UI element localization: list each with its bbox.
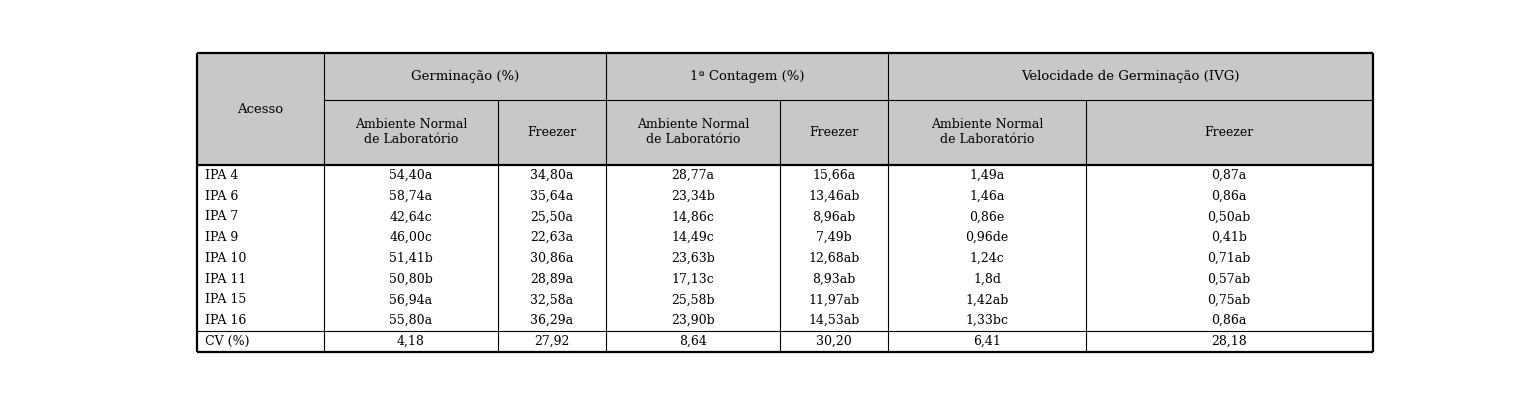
Text: 7,49b: 7,49b <box>816 231 852 244</box>
Text: 36,29a: 36,29a <box>531 314 573 327</box>
Text: 23,34b: 23,34b <box>671 190 716 202</box>
Text: 1,33bc: 1,33bc <box>965 314 1009 327</box>
Text: 54,40a: 54,40a <box>390 169 433 182</box>
Text: 6,41: 6,41 <box>972 335 1001 348</box>
Text: 13,46ab: 13,46ab <box>809 190 859 202</box>
Text: IPA 7: IPA 7 <box>205 210 239 223</box>
Text: 0,86a: 0,86a <box>1211 314 1246 327</box>
Text: 28,89a: 28,89a <box>531 273 573 286</box>
Text: 8,64: 8,64 <box>679 335 706 348</box>
Text: 28,77a: 28,77a <box>671 169 714 182</box>
Text: 23,63b: 23,63b <box>671 252 716 265</box>
Text: IPA 9: IPA 9 <box>205 231 239 244</box>
Text: 4,18: 4,18 <box>398 335 425 348</box>
Text: 8,96ab: 8,96ab <box>812 210 856 223</box>
Text: Velocidade de Germinação (IVG): Velocidade de Germinação (IVG) <box>1021 70 1240 83</box>
Text: 55,80a: 55,80a <box>390 314 433 327</box>
Text: 12,68ab: 12,68ab <box>809 252 859 265</box>
Text: 42,64c: 42,64c <box>390 210 433 223</box>
Text: 34,80a: 34,80a <box>531 169 573 182</box>
Text: 1,46a: 1,46a <box>969 190 1005 202</box>
Text: IPA 4: IPA 4 <box>205 169 239 182</box>
Text: 46,00c: 46,00c <box>390 231 433 244</box>
Text: 32,58a: 32,58a <box>531 293 573 307</box>
Text: 17,13c: 17,13c <box>671 273 714 286</box>
Text: IPA 10: IPA 10 <box>205 252 246 265</box>
Text: 0,71ab: 0,71ab <box>1208 252 1251 265</box>
Text: 23,90b: 23,90b <box>671 314 716 327</box>
Text: 28,18: 28,18 <box>1211 335 1248 348</box>
Text: 30,86a: 30,86a <box>531 252 573 265</box>
Bar <box>197 53 1373 165</box>
Text: 0,41b: 0,41b <box>1211 231 1248 244</box>
Text: 58,74a: 58,74a <box>390 190 433 202</box>
Text: 35,64a: 35,64a <box>531 190 573 202</box>
Text: 14,53ab: 14,53ab <box>809 314 859 327</box>
Text: 0,86e: 0,86e <box>969 210 1005 223</box>
Text: Acesso: Acesso <box>237 102 283 115</box>
Text: 0,50ab: 0,50ab <box>1208 210 1251 223</box>
Text: 8,93ab: 8,93ab <box>812 273 856 286</box>
Text: IPA 16: IPA 16 <box>205 314 246 327</box>
Text: 1ª Contagem (%): 1ª Contagem (%) <box>690 70 804 83</box>
Text: 51,41b: 51,41b <box>388 252 433 265</box>
Text: 25,50a: 25,50a <box>531 210 573 223</box>
Text: 30,20: 30,20 <box>816 335 852 348</box>
Text: 11,97ab: 11,97ab <box>809 293 859 307</box>
Text: 0,75ab: 0,75ab <box>1208 293 1251 307</box>
Text: Ambiente Normal
de Laboratório: Ambiente Normal de Laboratório <box>355 118 468 147</box>
Text: 0,87a: 0,87a <box>1211 169 1246 182</box>
Text: Ambiente Normal
de Laboratório: Ambiente Normal de Laboratório <box>638 118 749 147</box>
Text: 27,92: 27,92 <box>534 335 570 348</box>
Text: 14,49c: 14,49c <box>671 231 714 244</box>
Text: 1,42ab: 1,42ab <box>965 293 1009 307</box>
Text: 14,86c: 14,86c <box>671 210 714 223</box>
Text: IPA 15: IPA 15 <box>205 293 246 307</box>
Text: Germinação (%): Germinação (%) <box>411 70 520 83</box>
Text: Freezer: Freezer <box>528 126 576 139</box>
Text: IPA 6: IPA 6 <box>205 190 239 202</box>
Text: 50,80b: 50,80b <box>388 273 433 286</box>
Text: Ambiente Normal
de Laboratório: Ambiente Normal de Laboratório <box>931 118 1043 147</box>
Text: 1,24c: 1,24c <box>969 252 1005 265</box>
Text: CV (%): CV (%) <box>205 335 249 348</box>
Text: 1,8d: 1,8d <box>972 273 1001 286</box>
Text: 15,66a: 15,66a <box>812 169 856 182</box>
Text: 1,49a: 1,49a <box>969 169 1005 182</box>
Text: 0,96de: 0,96de <box>965 231 1009 244</box>
Text: IPA 11: IPA 11 <box>205 273 246 286</box>
Text: 0,86a: 0,86a <box>1211 190 1246 202</box>
Text: Freezer: Freezer <box>1205 126 1254 139</box>
Text: 56,94a: 56,94a <box>390 293 433 307</box>
Text: 0,57ab: 0,57ab <box>1208 273 1251 286</box>
Text: 25,58b: 25,58b <box>671 293 716 307</box>
Text: 22,63a: 22,63a <box>531 231 573 244</box>
Text: Freezer: Freezer <box>809 126 859 139</box>
